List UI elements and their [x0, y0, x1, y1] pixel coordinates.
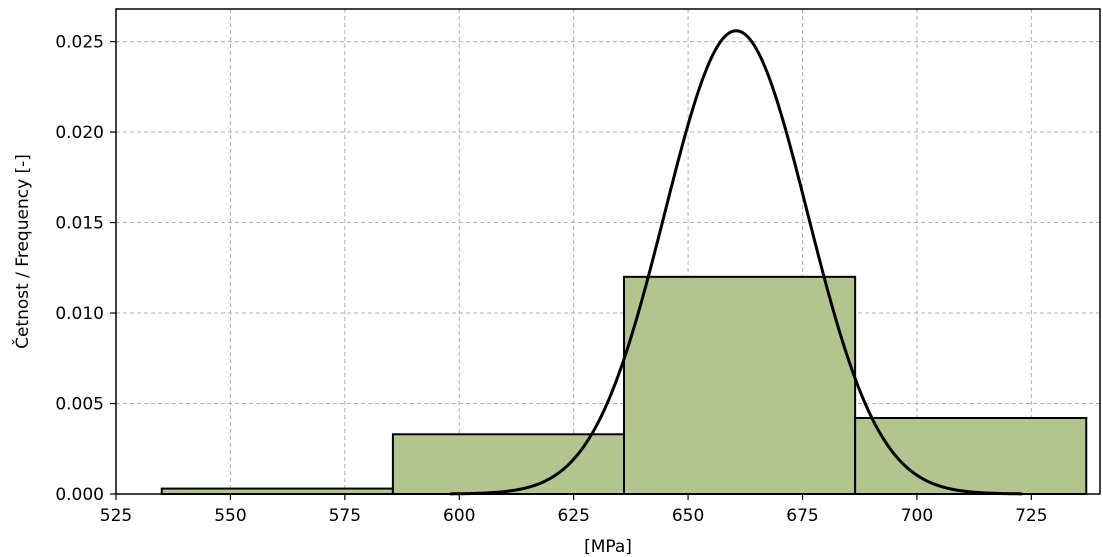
x-tick-label: 525 — [100, 506, 132, 526]
x-tick-label: 550 — [214, 506, 246, 526]
histogram-bar — [854, 416, 1088, 495]
y-tick-label: 0.005 — [55, 395, 104, 415]
y-axis-ticks: 0.000 0.005 0.010 0.015 0.020 0.025 — [55, 33, 116, 505]
y-tick-label: 0.010 — [55, 304, 104, 324]
x-tick-label: 675 — [786, 506, 818, 526]
y-tick-label: 0.015 — [55, 214, 104, 234]
x-tick-label: 625 — [557, 506, 589, 526]
x-tick-label: 575 — [329, 506, 361, 526]
histogram-bar — [160, 487, 394, 495]
x-tick-label: 600 — [443, 506, 475, 526]
histogram-bar — [623, 275, 857, 495]
y-axis-label: Četnost / Frequency [-] — [11, 154, 33, 349]
y-tick-label: 0.000 — [55, 485, 104, 505]
histogram-bars — [160, 275, 1088, 495]
y-tick-label: 0.025 — [55, 33, 104, 53]
x-axis-label: [MPa] — [584, 537, 632, 557]
density-curve — [450, 29, 1023, 496]
histogram-bar — [391, 433, 626, 495]
x-tick-label: 700 — [901, 506, 933, 526]
x-tick-label: 725 — [1015, 506, 1047, 526]
x-tick-label: 650 — [672, 506, 704, 526]
y-tick-label: 0.020 — [55, 123, 104, 143]
x-axis-ticks: 525 550 575 600 625 650 675 700 725 — [100, 494, 1048, 526]
plot-frame — [115, 8, 1101, 495]
